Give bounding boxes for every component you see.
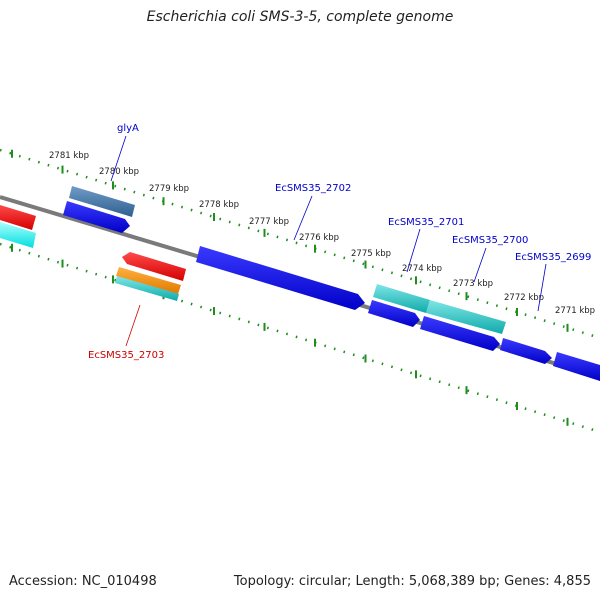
kbp-label: 2778 kbp bbox=[199, 200, 239, 210]
kbp-label: 2777 kbp bbox=[249, 217, 289, 227]
gene-feature-forward-1[interactable] bbox=[63, 201, 130, 233]
gene-feature-EcSMS35_2703-red[interactable] bbox=[122, 252, 186, 281]
kbp-label: 2779 kbp bbox=[149, 184, 189, 194]
gene-label-glyA[interactable]: glyA bbox=[117, 123, 139, 134]
kbp-label: 2774 kbp bbox=[402, 264, 442, 274]
gene-feature-forward-2[interactable] bbox=[368, 300, 420, 327]
kbp-label: 2780 kbp bbox=[99, 167, 139, 177]
genome-summary: Topology: circular; Length: 5,068,389 bp… bbox=[233, 574, 591, 589]
leader-line-EcSMS35_2700 bbox=[473, 247, 487, 283]
gene-label-EcSMS35_2699[interactable]: EcSMS35_2699 bbox=[515, 252, 591, 263]
leader-line-glyA bbox=[110, 135, 127, 182]
kbp-label: 2775 kbp bbox=[351, 249, 391, 259]
leader-line-EcSMS35_2702 bbox=[293, 195, 313, 241]
leader-line-EcSMS35_2699 bbox=[537, 263, 547, 312]
gene-feature-left-cyan[interactable] bbox=[0, 222, 36, 248]
gene-label-EcSMS35_2702[interactable]: EcSMS35_2702 bbox=[275, 183, 351, 194]
gene-label-EcSMS35_2700[interactable]: EcSMS35_2700 bbox=[452, 235, 528, 246]
gene-feature-EcSMS35_2702[interactable] bbox=[196, 246, 365, 310]
gene-label-EcSMS35_2703[interactable]: EcSMS35_2703 bbox=[88, 350, 164, 361]
gene-feature-forward-3[interactable] bbox=[420, 316, 500, 351]
gene-feature-left-red[interactable] bbox=[0, 205, 36, 230]
genome-title: Escherichia coli SMS-3-5, complete genom… bbox=[146, 9, 454, 25]
kbp-label: 2772 kbp bbox=[504, 293, 544, 303]
gene-feature-EcSMS35_2701[interactable] bbox=[373, 284, 430, 313]
kbp-label: 2773 kbp bbox=[453, 279, 493, 289]
gene-label-EcSMS35_2701[interactable]: EcSMS35_2701 bbox=[388, 217, 464, 228]
gene-feature-EcSMS35_2699[interactable] bbox=[500, 338, 552, 364]
kbp-label: 2781 kbp bbox=[49, 151, 89, 161]
gene-feature-forward-edge[interactable] bbox=[553, 352, 600, 381]
kbp-label: 2776 kbp bbox=[299, 233, 339, 243]
major-ticks bbox=[11, 149, 569, 426]
gene-feature-EcSMS35_2703-orange[interactable] bbox=[116, 267, 181, 294]
leader-line-EcSMS35_2703 bbox=[125, 304, 141, 347]
accession-text: Accession: NC_010498 bbox=[9, 574, 157, 589]
gene-feature-glyA[interactable] bbox=[69, 186, 135, 217]
leader-line-EcSMS35_2701 bbox=[406, 228, 421, 273]
gene-feature-EcSMS35_2700[interactable] bbox=[426, 300, 506, 334]
inner-tick-ring bbox=[0, 242, 600, 434]
gene-feature-EcSMS35_2703-cyan[interactable] bbox=[115, 276, 179, 301]
kbp-label: 2771 kbp bbox=[555, 306, 595, 316]
